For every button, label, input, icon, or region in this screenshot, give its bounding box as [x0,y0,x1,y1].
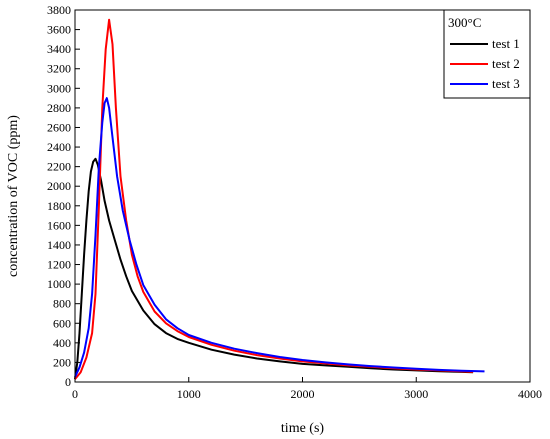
y-axis-title: concentration of VOC (ppm) [6,115,21,277]
x-tick-label: 2000 [291,387,315,401]
legend-label-1: test 1 [492,36,520,51]
series-layer [74,18,485,380]
x-tick-label: 4000 [518,387,542,401]
series-line-1 [74,157,474,380]
y-axis-ticks: 0 200 400 600 800 1000 1200 1400 1600 1800 2000 220… [47,3,80,389]
legend-label-3: test 3 [492,76,520,91]
y-tick-label: 2000 [47,179,71,193]
y-tick-label: 3000 [47,81,71,95]
legend-title: 300°C [448,15,481,30]
y-tick-label: 1400 [47,238,71,252]
series-line-3 [74,97,485,378]
y-tick-label: 2400 [47,140,71,154]
legend-entries: test 1 test 2 test 3 [450,36,520,91]
x-tick-label: 1000 [177,387,201,401]
y-tick-label: 200 [53,355,71,369]
series-line-2 [74,18,474,380]
legend-label-2: test 2 [492,56,520,71]
y-tick-label: 2800 [47,101,71,115]
legend: 300°C test 1 test 2 test 3 [443,9,531,99]
y-tick-label: 2600 [47,120,71,134]
y-tick-label: 400 [53,336,71,350]
y-tick-label: 1000 [47,277,71,291]
y-tick-label: 3400 [47,42,71,56]
y-tick-label: 3600 [47,23,71,37]
y-tick-label: 600 [53,316,71,330]
y-tick-label: 0 [65,375,71,389]
y-tick-label: 1600 [47,218,71,232]
x-tick-label: 3000 [404,387,428,401]
y-tick-label: 3800 [47,3,71,17]
y-tick-label: 800 [53,297,71,311]
x-axis-ticks: 0 1000 2000 3000 4000 [72,377,542,401]
y-tick-label: 1800 [47,199,71,213]
x-tick-label: 0 [72,387,78,401]
y-tick-label: 2200 [47,160,71,174]
y-tick-label: 1200 [47,258,71,272]
x-axis-title: time (s) [281,421,324,436]
y-tick-label: 3200 [47,62,71,76]
